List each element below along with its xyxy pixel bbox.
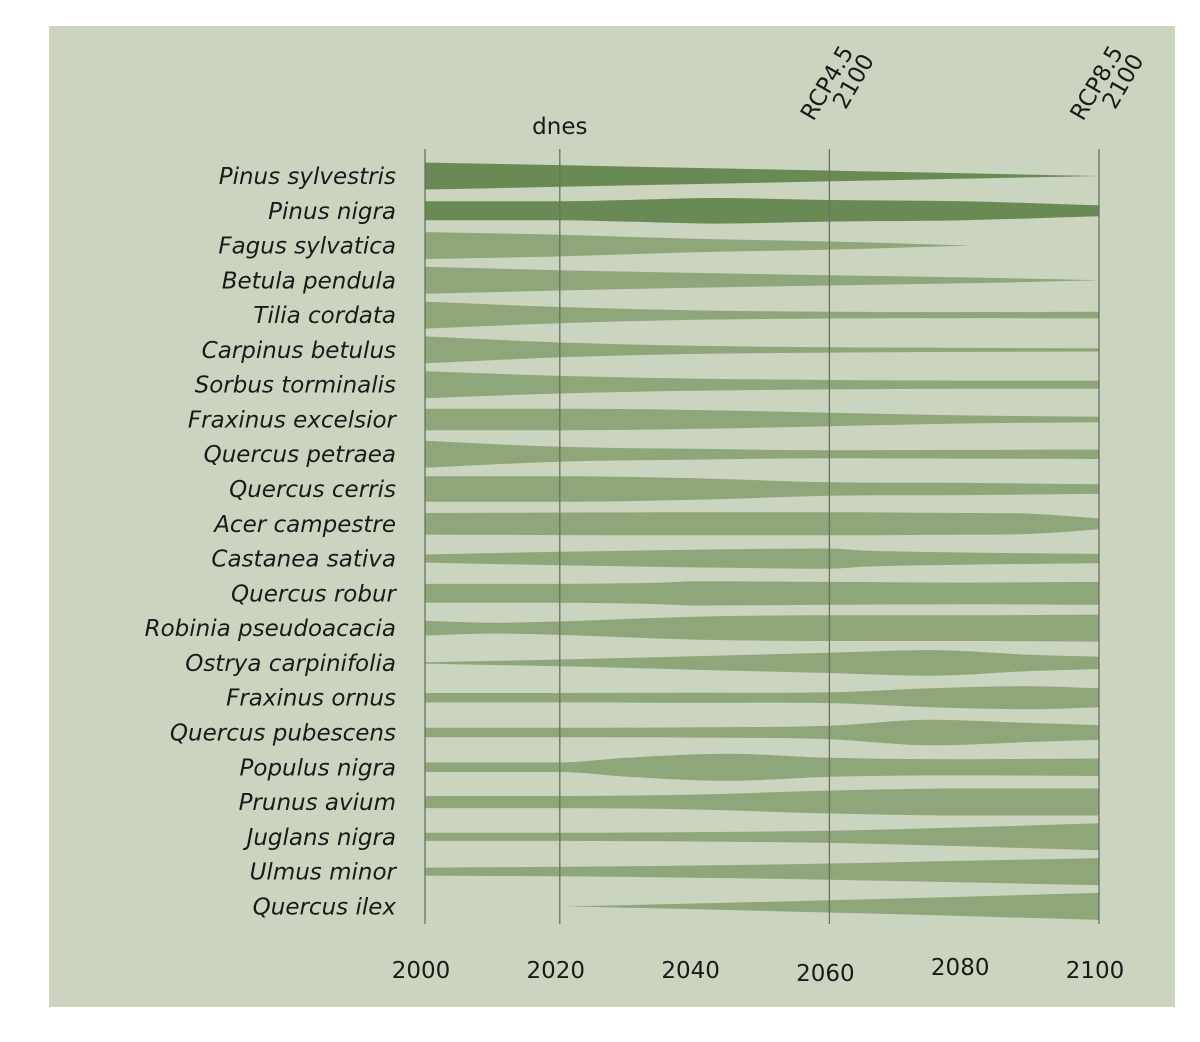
species-label-acer-campestre: Acer campestre xyxy=(212,512,396,538)
species-label-tilia-cordata: Tilia cordata xyxy=(253,303,396,329)
x-tick-label-2060: 2060 xyxy=(796,961,855,987)
species-label-quercus-petraea: Quercus petraea xyxy=(204,442,396,468)
species-label-quercus-pubescens: Quercus pubescens xyxy=(170,720,396,746)
species-label-ostrya-carpinifolia: Ostrya carpinifolia xyxy=(185,651,396,677)
species-label-pinus-sylvestris: Pinus sylvestris xyxy=(219,164,396,190)
band-tilia-cordata xyxy=(425,301,1099,329)
band-fagus-sylvatica xyxy=(425,232,971,260)
band-quercus-robur xyxy=(425,581,1099,606)
species-label-fraxinus-excelsior: Fraxinus excelsior xyxy=(188,407,398,433)
band-pinus-sylvestris xyxy=(425,162,1099,190)
band-ostrya-carpinifolia xyxy=(425,650,1099,676)
band-ulmus-minor xyxy=(425,858,1099,886)
x-axis-ticks-layer: 2000 2020 2040 2060 2080 2100 xyxy=(392,955,1125,987)
x-tick-label-2040: 2040 xyxy=(661,958,720,984)
x-tick-label-2080: 2080 xyxy=(931,955,990,981)
band-prunus-avium xyxy=(425,788,1099,816)
band-quercus-pubescens xyxy=(425,719,1099,746)
x-tick-label-2100: 2100 xyxy=(1066,958,1125,984)
band-quercus-ilex xyxy=(566,892,1099,920)
species-label-juglans-nigra: Juglans nigra xyxy=(243,825,396,851)
band-juglans-nigra xyxy=(425,823,1099,851)
species-label-sorbus-torminalis: Sorbus torminalis xyxy=(195,373,396,399)
band-castanea-sativa xyxy=(425,548,1099,569)
band-pinus-nigra xyxy=(425,198,1099,224)
species-label-betula-pendula: Betula pendula xyxy=(222,268,396,294)
chart-panel: Pinus sylvestris Pinus nigra Fagus sylvati… xyxy=(49,26,1175,1007)
band-fraxinus-excelsior xyxy=(425,408,1099,431)
species-label-robinia-pseudoacacia: Robinia pseudoacacia xyxy=(145,616,396,642)
species-label-carpinus-betulus: Carpinus betulus xyxy=(202,338,396,364)
marker-label-dnes: dnes xyxy=(532,114,587,140)
band-robinia-pseudoacacia xyxy=(425,614,1099,642)
species-label-fraxinus-ornus: Fraxinus ornus xyxy=(226,686,396,712)
species-label-populus-nigra: Populus nigra xyxy=(240,755,397,781)
species-label-fagus-sylvatica: Fagus sylvatica xyxy=(218,234,396,260)
species-label-prunus-avium: Prunus avium xyxy=(239,790,396,816)
species-labels-layer: Pinus sylvestris Pinus nigra Fagus sylvati… xyxy=(145,164,398,920)
band-betula-pendula xyxy=(425,266,1099,294)
species-label-quercus-ilex: Quercus ilex xyxy=(253,894,397,920)
reference-lines-layer xyxy=(424,149,1100,924)
bands-layer xyxy=(425,162,1099,920)
band-populus-nigra xyxy=(425,753,1099,781)
band-carpinus-betulus xyxy=(425,336,1099,364)
x-tick-label-2000: 2000 xyxy=(392,958,451,984)
band-quercus-petraea xyxy=(425,440,1099,468)
species-label-pinus-nigra: Pinus nigra xyxy=(268,199,396,225)
species-label-ulmus-minor: Ulmus minor xyxy=(250,860,398,886)
species-label-quercus-cerris: Quercus cerris xyxy=(229,477,396,503)
species-label-castanea-sativa: Castanea sativa xyxy=(211,547,396,573)
band-fraxinus-ornus xyxy=(425,686,1099,710)
band-acer-campestre xyxy=(425,512,1099,536)
species-timeline-chart: Pinus sylvestris Pinus nigra Fagus sylvati… xyxy=(145,42,1150,987)
species-label-quercus-robur: Quercus robur xyxy=(231,581,398,607)
band-quercus-cerris xyxy=(425,476,1099,502)
band-sorbus-torminalis xyxy=(425,371,1099,399)
x-tick-label-2020: 2020 xyxy=(527,958,586,984)
